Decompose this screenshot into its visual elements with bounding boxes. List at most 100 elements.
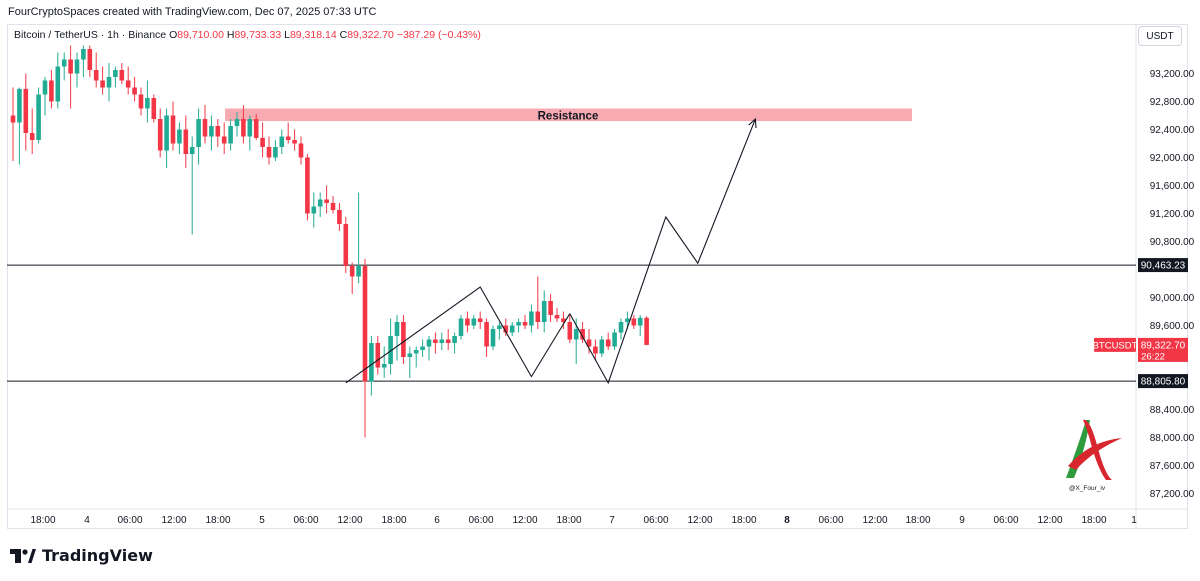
candle-body — [567, 322, 573, 340]
candle-body — [612, 332, 617, 347]
time-tick-label: 18:00 — [731, 515, 756, 526]
candle-body — [509, 325, 515, 333]
tradingview-logo[interactable]: TradingView — [10, 546, 153, 565]
time-tick-label: 18:00 — [905, 515, 930, 526]
time-tick-label: 12:00 — [687, 515, 712, 526]
candle-body — [81, 49, 86, 60]
candle-body — [605, 339, 611, 347]
price-tick-label: 89,600.00 — [1150, 321, 1195, 332]
candle-body — [189, 147, 195, 154]
resistance-label: Resistance — [538, 111, 599, 123]
candle-body — [317, 199, 323, 207]
time-tick-label: 18:00 — [381, 515, 406, 526]
candle-body — [535, 311, 541, 322]
candle-body — [234, 119, 240, 126]
candle-body — [87, 49, 93, 70]
candle-body — [465, 318, 470, 326]
candle-body — [497, 325, 502, 329]
candle-body — [29, 133, 35, 140]
candle-body — [266, 147, 272, 158]
candle-body — [573, 329, 579, 340]
time-tick-label: 5 — [259, 515, 265, 526]
candle-body — [401, 322, 406, 357]
candle-body — [298, 143, 304, 158]
candle-body — [426, 339, 432, 347]
candle-body — [311, 206, 317, 214]
legend-symbol[interactable]: Bitcoin / TetherUS · 1h · Binance — [14, 29, 167, 41]
candle-body — [625, 318, 630, 322]
candle-body — [100, 80, 105, 88]
candle-body — [285, 136, 291, 140]
time-tick-label: 06:00 — [117, 515, 142, 526]
candle-body — [375, 343, 381, 368]
candle-body — [228, 126, 233, 144]
candle-body — [119, 70, 125, 81]
candle-body — [253, 119, 259, 138]
candle-body — [49, 80, 54, 102]
attribution-bar: FourCryptoSpaces created with TradingVie… — [0, 0, 1200, 24]
candle-body — [305, 157, 310, 214]
time-tick-label: 06:00 — [293, 515, 318, 526]
candle-body — [458, 318, 464, 336]
time-tick-label: 18:00 — [30, 515, 55, 526]
candle-body — [177, 129, 182, 144]
price-chart[interactable]: Resistance 87,200.00 87,600.00 88,000.00 88,… — [0, 0, 1200, 540]
currency-button[interactable]: USDT — [1138, 26, 1182, 46]
time-tick-label: 12:00 — [1037, 515, 1062, 526]
candle-body — [215, 126, 221, 137]
legend-high-label: H — [226, 29, 235, 41]
candle-body — [381, 364, 387, 368]
candle-body — [618, 322, 624, 333]
candle-body — [196, 119, 201, 147]
time-tick-label: 06:00 — [818, 515, 843, 526]
last-price-countdown: 26:22 — [1141, 351, 1165, 362]
time-tick-label: 12:00 — [862, 515, 887, 526]
legend-low-label: L — [284, 29, 290, 41]
candle-body — [170, 115, 176, 144]
candle-body — [55, 66, 61, 102]
candle-body — [68, 59, 73, 74]
ohlc-legend: Bitcoin / TetherUS · 1h · Binance O89,71… — [14, 29, 481, 41]
candle-body — [439, 339, 445, 343]
candle-body — [484, 322, 489, 347]
last-price-symbol-tag — [1094, 337, 1136, 352]
price-tick-label: 93,200.00 — [1150, 69, 1195, 80]
price-tick-label: 92,800.00 — [1150, 97, 1195, 108]
price-tick-label: 92,000.00 — [1150, 153, 1195, 164]
candle-body — [61, 59, 67, 67]
candle-body — [337, 210, 342, 224]
time-tick-label: 06:00 — [643, 515, 668, 526]
price-tick-label: 88,000.00 — [1150, 433, 1195, 444]
time-tick-label: 6 — [434, 515, 440, 526]
price-tick-label: 87,600.00 — [1150, 461, 1195, 472]
candle-body — [541, 301, 547, 322]
time-tick-label: 9 — [959, 515, 965, 526]
time-tick-label: 7 — [609, 515, 615, 526]
candle-body — [125, 80, 131, 88]
price-tick-label: 88,400.00 — [1150, 405, 1195, 416]
candle-body — [452, 336, 457, 343]
candle-body — [324, 199, 329, 203]
level-price-box-0 — [1138, 258, 1188, 273]
candle-body — [503, 325, 509, 333]
time-tick-label: 18:00 — [1081, 515, 1106, 526]
watermark-handle: @X_Four_iv — [1069, 485, 1106, 492]
time-tick-label: 8 — [784, 515, 790, 526]
legend-change: −387.29 (−0.43%) — [396, 29, 481, 41]
candle-body — [106, 77, 112, 88]
candle-body — [292, 140, 297, 144]
watermark-swoosh — [1068, 438, 1122, 470]
candle-body — [138, 94, 144, 109]
legend-close-label: C — [339, 29, 348, 41]
price-tick-label: 91,600.00 — [1150, 181, 1195, 192]
candle-body — [279, 136, 285, 147]
resistance-zone — [225, 108, 912, 122]
candle-body — [477, 318, 483, 322]
candle-body — [599, 339, 605, 354]
candle-body — [42, 80, 48, 95]
candle-body — [394, 322, 400, 336]
candle-body — [369, 343, 374, 382]
watermark-logo: @X_Four_iv — [1066, 419, 1122, 492]
candle-body — [113, 70, 118, 77]
candle-body — [36, 94, 41, 140]
